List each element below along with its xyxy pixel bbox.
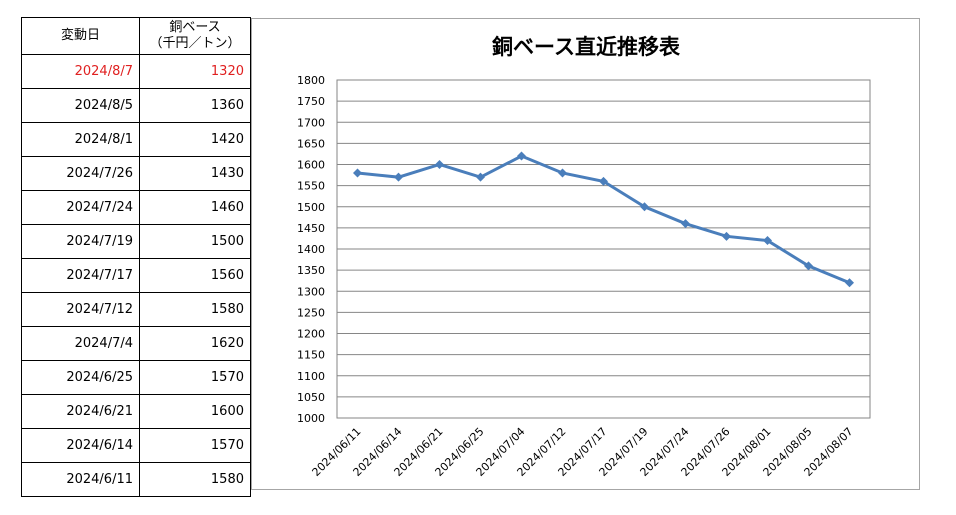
grid-lines bbox=[337, 79, 870, 419]
data-point-marker bbox=[394, 172, 403, 182]
table-row: 2024/7/19 1500 bbox=[21, 224, 251, 259]
table-row: 2024/8/7 1320 bbox=[21, 54, 251, 89]
row-price: 1580 bbox=[139, 292, 251, 327]
series-line bbox=[357, 154, 851, 285]
row-date: 2024/8/5 bbox=[21, 88, 140, 123]
data-point-marker bbox=[681, 219, 690, 229]
price-table: 変動日 銅ベース （千円／トン） 2024/8/7 1320 2024/8/5 136… bbox=[21, 17, 251, 497]
y-tick-label: 1750 bbox=[297, 95, 325, 108]
row-date: 2024/6/25 bbox=[21, 360, 140, 395]
row-price: 1430 bbox=[139, 156, 251, 191]
y-tick-label: 1450 bbox=[297, 222, 325, 235]
data-point-marker bbox=[804, 261, 813, 271]
row-date: 2024/7/17 bbox=[21, 258, 140, 293]
y-tick-label: 1350 bbox=[297, 264, 325, 277]
header-price-line1: 銅ベース bbox=[169, 20, 221, 35]
y-tick-label: 1550 bbox=[297, 180, 325, 193]
header-price-line2: （千円／トン） bbox=[149, 36, 241, 51]
x-tick-labels: 2024/06/112024/06/142024/06/212024/06/25… bbox=[310, 425, 856, 479]
row-price: 1570 bbox=[139, 360, 251, 395]
y-tick-label: 1000 bbox=[297, 412, 325, 425]
chart-svg: 銅ベース直近推移表 1000 1050 1100 1150 1200 1250 1300 13… bbox=[297, 35, 871, 479]
series-markers bbox=[353, 151, 854, 288]
row-price: 1560 bbox=[139, 258, 251, 293]
y-tick-label: 1300 bbox=[297, 285, 325, 298]
row-date: 2024/7/24 bbox=[21, 190, 140, 225]
row-price: 1570 bbox=[139, 428, 251, 463]
row-date: 2024/6/21 bbox=[21, 394, 140, 429]
table-row: 2024/7/12 1580 bbox=[21, 292, 251, 327]
row-price: 1320 bbox=[139, 54, 251, 89]
table-row: 2024/6/14 1570 bbox=[21, 428, 251, 463]
table-row: 2024/7/4 1620 bbox=[21, 326, 251, 361]
table-header-row: 変動日 銅ベース （千円／トン） bbox=[21, 17, 251, 55]
row-date: 2024/8/7 bbox=[21, 54, 140, 89]
row-date: 2024/6/14 bbox=[21, 428, 140, 463]
table-row: 2024/7/24 1460 bbox=[21, 190, 251, 225]
y-tick-label: 1150 bbox=[297, 349, 325, 362]
table-row: 2024/6/25 1570 bbox=[21, 360, 251, 395]
data-point-marker bbox=[353, 168, 362, 178]
row-date: 2024/6/11 bbox=[21, 462, 140, 497]
y-tick-label: 1500 bbox=[297, 201, 325, 214]
copper-chart: 銅ベース直近推移表 1000 1050 1100 1150 1200 1250 1300 13… bbox=[251, 18, 920, 490]
row-price: 1500 bbox=[139, 224, 251, 259]
y-tick-label: 1400 bbox=[297, 243, 325, 256]
y-tick-label: 1050 bbox=[297, 391, 325, 404]
y-tick-label: 1100 bbox=[297, 370, 325, 383]
chart-title: 銅ベース直近推移表 bbox=[492, 35, 681, 59]
table-row: 2024/8/1 1420 bbox=[21, 122, 251, 157]
data-point-marker bbox=[435, 160, 444, 169]
data-point-marker bbox=[763, 236, 772, 246]
data-point-marker bbox=[599, 176, 608, 186]
y-tick-label: 1650 bbox=[297, 137, 325, 150]
row-date: 2024/7/26 bbox=[21, 156, 140, 191]
row-price: 1600 bbox=[139, 394, 251, 429]
y-tick-label: 1600 bbox=[297, 159, 325, 172]
table-body: 2024/8/7 1320 2024/8/5 1360 2024/8/1 1420 2024… bbox=[21, 54, 251, 497]
data-point-marker bbox=[476, 172, 485, 182]
row-date: 2024/8/1 bbox=[21, 122, 140, 157]
data-point-marker bbox=[722, 231, 731, 241]
row-date: 2024/7/4 bbox=[21, 326, 140, 361]
row-price: 1620 bbox=[139, 326, 251, 361]
header-price: 銅ベース （千円／トン） bbox=[139, 17, 251, 55]
row-price: 1360 bbox=[139, 88, 251, 123]
y-tick-label: 1250 bbox=[297, 306, 325, 319]
y-tick-label: 1200 bbox=[297, 328, 325, 341]
data-point-marker bbox=[517, 151, 526, 161]
table-row: 2024/8/5 1360 bbox=[21, 88, 251, 123]
row-date: 2024/7/12 bbox=[21, 292, 140, 327]
row-price: 1460 bbox=[139, 190, 251, 225]
y-tick-label: 1700 bbox=[297, 116, 325, 129]
y-tick-labels: 1000 1050 1100 1150 1200 1250 1300 1350 1400 1450… bbox=[297, 74, 325, 425]
data-point-marker bbox=[558, 168, 567, 178]
header-date: 変動日 bbox=[21, 17, 140, 55]
row-price: 1420 bbox=[139, 122, 251, 157]
table-row: 2024/7/17 1560 bbox=[21, 258, 251, 293]
data-point-marker bbox=[640, 202, 649, 212]
data-point-marker bbox=[845, 278, 854, 288]
row-price: 1580 bbox=[139, 462, 251, 497]
row-date: 2024/7/19 bbox=[21, 224, 140, 259]
table-row: 2024/7/26 1430 bbox=[21, 156, 251, 191]
table-row: 2024/6/11 1580 bbox=[21, 462, 251, 497]
y-tick-label: 1800 bbox=[297, 74, 325, 87]
table-row: 2024/6/21 1600 bbox=[21, 394, 251, 429]
